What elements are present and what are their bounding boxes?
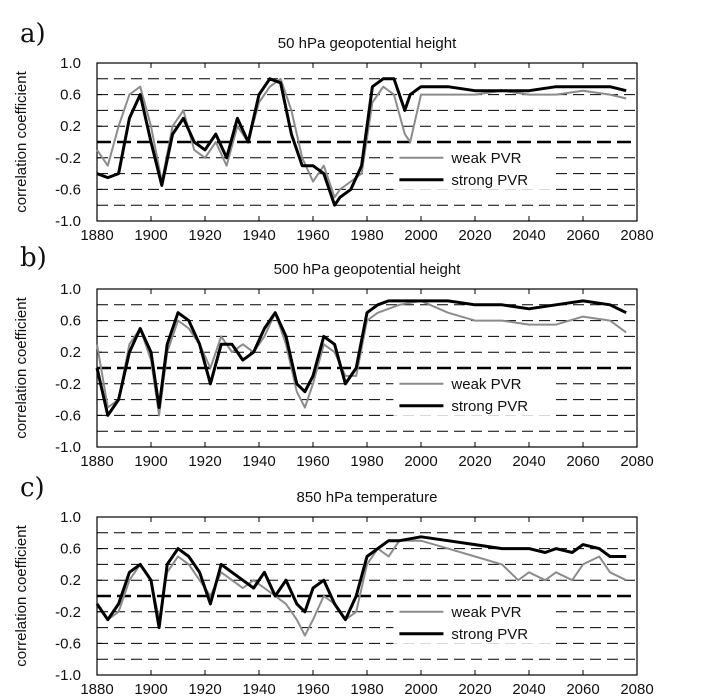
x-tick-label: 2040 (512, 227, 545, 244)
y-tick-label: 0.6 (60, 313, 81, 330)
x-tick-label: 2020 (458, 681, 491, 698)
x-tick-label: 1940 (242, 227, 275, 244)
legend-background (393, 597, 554, 644)
y-tick-label: -0.2 (55, 376, 81, 393)
panel-2: b) 500 hPa geopotential height 1880 1900 192… (13, 243, 654, 470)
x-tick-label: 1880 (80, 681, 113, 698)
y-axis-label: correlation coefficient (13, 70, 30, 212)
chart-title: 850 hPa temperature (297, 489, 438, 506)
panel-label: c) (20, 473, 45, 503)
x-tick-label: 1920 (188, 681, 221, 698)
y-tick-label: -1.0 (55, 667, 81, 684)
y-tick-label: -0.2 (55, 150, 81, 167)
x-tick-label: 2020 (458, 453, 491, 470)
legend-label: weak PVR (450, 604, 521, 621)
legend-background (393, 369, 554, 416)
x-tick-label: 2020 (458, 227, 491, 244)
x-tick-label: 2000 (404, 227, 437, 244)
legend-label: strong PVR (451, 626, 528, 643)
x-tick-label: 1920 (188, 227, 221, 244)
y-axis-label: correlation coefficient (13, 296, 30, 438)
legend-label: weak PVR (450, 376, 521, 393)
series-strong-pvr (95, 535, 627, 630)
x-tick-label: 1960 (296, 681, 329, 698)
series-strong-pvr (96, 77, 627, 207)
y-tick-label: 0.6 (60, 541, 81, 558)
x-tick-label: 2060 (566, 227, 599, 244)
x-tick-label: 2080 (620, 453, 653, 470)
y-tick-label: 1.0 (60, 509, 81, 526)
x-tick-label: 2000 (404, 453, 437, 470)
x-tick-label: 2080 (620, 227, 653, 244)
y-tick-label: -1.0 (55, 439, 81, 456)
x-tick-label: 2040 (512, 681, 545, 698)
legend-label: strong PVR (451, 398, 528, 415)
panel-3: c) 850 hPa temperature 1880 1900 1920 1940 196… (13, 473, 654, 698)
x-tick-label: 1900 (134, 227, 167, 244)
x-tick-label: 1920 (188, 453, 221, 470)
y-tick-label: 1.0 (60, 281, 81, 298)
legend-background (393, 143, 554, 190)
panel-1: a) 50 hPa geopotential height 1880 1900 1920… (13, 19, 654, 244)
x-tick-label: 1980 (350, 681, 383, 698)
y-axis-label: correlation coefficient (13, 524, 30, 666)
y-tick-label: 0.6 (60, 87, 81, 104)
y-tick-label: 0.2 (60, 118, 81, 135)
y-tick-label: -0.6 (55, 407, 81, 424)
chart-title: 50 hPa geopotential height (278, 35, 457, 52)
legend-label: weak PVR (450, 150, 521, 167)
x-tick-label: 2000 (404, 681, 437, 698)
legend: weak PVR strong PVR (393, 597, 554, 644)
x-tick-label: 1940 (242, 453, 275, 470)
chart-title: 500 hPa geopotential height (274, 261, 462, 278)
x-tick-label: 1900 (134, 453, 167, 470)
y-tick-label: -1.0 (55, 213, 81, 230)
panel-label: a) (20, 19, 46, 49)
x-tick-label: 1960 (296, 453, 329, 470)
y-tick-label: -0.6 (55, 181, 81, 198)
x-tick-label: 1980 (350, 453, 383, 470)
x-tick-label: 1940 (242, 681, 275, 698)
legend: weak PVR strong PVR (393, 369, 554, 416)
legend-label: strong PVR (451, 172, 528, 189)
x-tick-label: 2060 (566, 453, 599, 470)
x-tick-label: 1960 (296, 227, 329, 244)
x-tick-label: 1900 (134, 681, 167, 698)
y-tick-label: -0.2 (55, 604, 81, 621)
y-tick-label: 0.2 (60, 572, 81, 589)
y-tick-label: 1.0 (60, 55, 81, 72)
x-tick-label: 1880 (80, 227, 113, 244)
y-tick-label: 0.2 (60, 344, 81, 361)
series-strong-pvr (95, 299, 627, 417)
x-tick-label: 2040 (512, 453, 545, 470)
legend: weak PVR strong PVR (393, 143, 554, 190)
y-tick-label: -0.6 (55, 635, 81, 652)
x-tick-label: 1880 (80, 453, 113, 470)
x-tick-label: 1980 (350, 227, 383, 244)
x-tick-label: 2060 (566, 681, 599, 698)
panel-label: b) (20, 243, 47, 273)
x-tick-label: 2080 (620, 681, 653, 698)
